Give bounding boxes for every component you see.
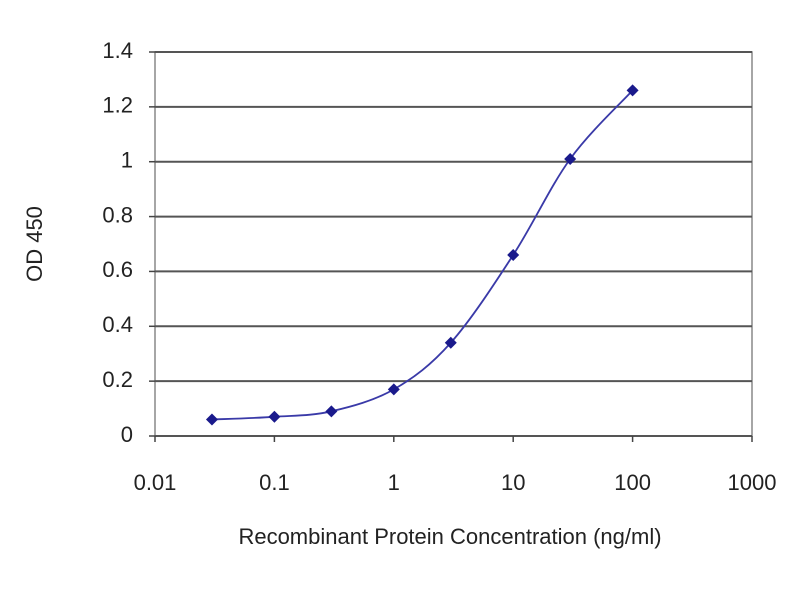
y-tick-label: 1 <box>121 148 133 173</box>
x-tick-label: 1000 <box>728 470 777 495</box>
y-tick-label: 0.6 <box>102 257 133 282</box>
data-point <box>507 248 520 261</box>
data-point <box>268 410 281 423</box>
data-point <box>387 383 400 396</box>
plot-area <box>154 51 753 437</box>
data-point <box>325 405 338 418</box>
x-axis-label: Recombinant Protein Concentration (ng/ml… <box>238 524 661 549</box>
data-point <box>205 413 218 426</box>
y-tick-label: 0.8 <box>102 202 133 227</box>
data-point <box>444 336 457 349</box>
y-tick-label: 0.2 <box>102 367 133 392</box>
x-tick-label: 10 <box>501 470 525 495</box>
data-point <box>626 84 639 97</box>
y-tick-label: 0.4 <box>102 312 133 337</box>
y-tick-label: 1.2 <box>102 93 133 118</box>
x-tick-label: 0.1 <box>259 470 290 495</box>
x-tick-label: 0.01 <box>134 470 177 495</box>
x-tick-label: 1 <box>388 470 400 495</box>
x-tick-label: 100 <box>614 470 651 495</box>
data-point <box>564 152 577 165</box>
y-axis-label: OD 450 <box>22 206 47 282</box>
y-tick-label: 1.4 <box>102 38 133 63</box>
y-tick-label: 0 <box>121 422 133 447</box>
